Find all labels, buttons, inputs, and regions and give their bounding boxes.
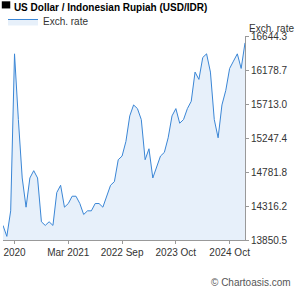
- svg-text:14316.2: 14316.2: [251, 201, 288, 212]
- svg-text:2022 Sep: 2022 Sep: [101, 247, 144, 258]
- svg-text:2023 Oct: 2023 Oct: [156, 247, 197, 258]
- svg-text:2020: 2020: [3, 247, 26, 258]
- svg-text:15247.4: 15247.4: [251, 133, 288, 144]
- svg-text:© Chartoasis.com: © Chartoasis.com: [211, 277, 291, 288]
- svg-text:13850.5: 13850.5: [251, 235, 288, 246]
- svg-text:2024 Oct: 2024 Oct: [209, 247, 250, 258]
- svg-text:16644.3: 16644.3: [251, 31, 288, 42]
- svg-text:US Dollar / Indonesian Rupiah: US Dollar / Indonesian Rupiah (USD/IDR): [14, 2, 207, 13]
- svg-text:Exch. rate: Exch. rate: [249, 23, 294, 34]
- svg-text:Mar 2021: Mar 2021: [47, 247, 90, 258]
- svg-text:Exch. rate: Exch. rate: [43, 16, 88, 27]
- svg-text:16178.7: 16178.7: [251, 65, 288, 76]
- svg-text:14781.8: 14781.8: [251, 167, 288, 178]
- svg-text:15713.0: 15713.0: [251, 99, 288, 110]
